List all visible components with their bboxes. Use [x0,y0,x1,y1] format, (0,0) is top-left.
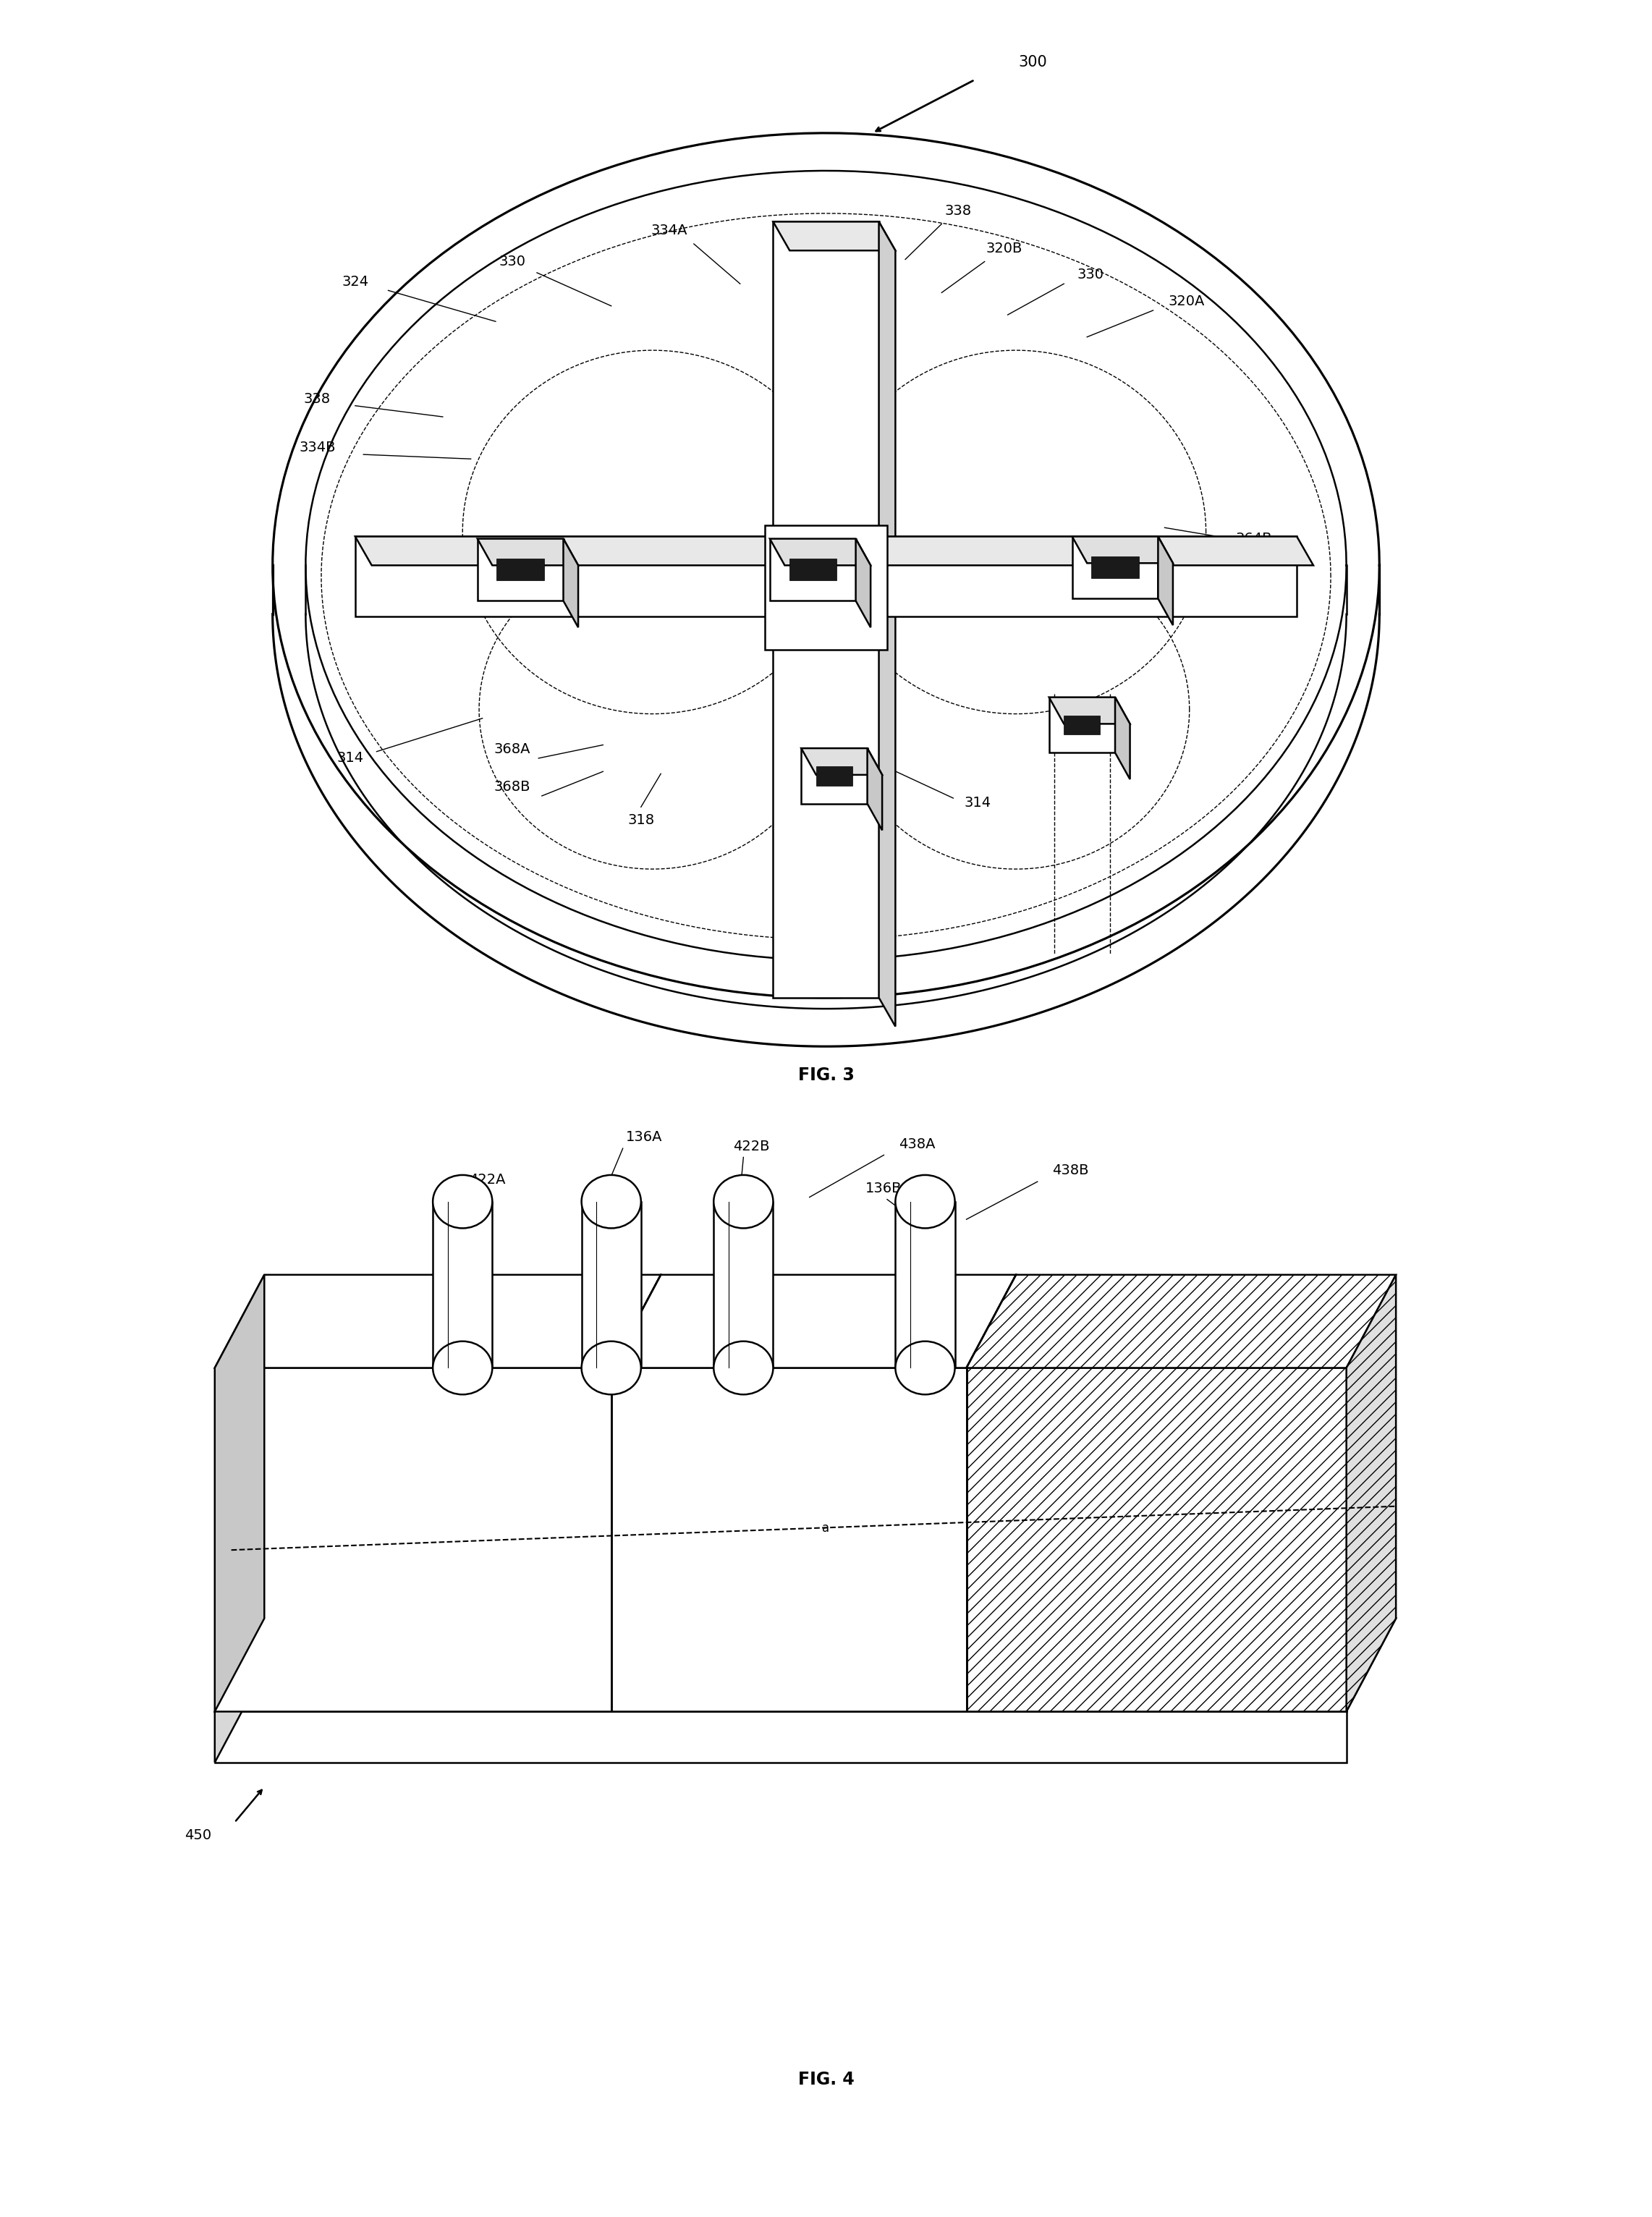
Text: 334B: 334B [299,441,335,454]
Polygon shape [816,767,852,785]
Polygon shape [1158,537,1173,625]
Text: 368A: 368A [494,743,530,756]
Text: 338: 338 [304,392,330,406]
Polygon shape [895,1202,955,1368]
Polygon shape [1115,696,1130,778]
Text: 364B: 364B [1236,532,1272,545]
Polygon shape [611,1368,966,1712]
Polygon shape [966,1275,1396,1368]
Ellipse shape [433,1175,492,1228]
Polygon shape [497,559,544,581]
Ellipse shape [433,1341,492,1394]
Polygon shape [215,1712,1346,1763]
Text: 314: 314 [337,752,363,765]
Polygon shape [1049,696,1115,752]
Polygon shape [215,1368,611,1712]
Polygon shape [770,539,871,565]
Polygon shape [1072,537,1173,563]
Text: B: B [1036,1552,1046,1565]
Polygon shape [773,222,879,998]
Text: a: a [823,1521,829,1534]
Polygon shape [215,1618,1396,1712]
Ellipse shape [714,1175,773,1228]
Text: 364A: 364A [1236,574,1272,588]
Polygon shape [966,1368,1346,1712]
Text: 422A: 422A [469,1173,506,1186]
Text: 410: 410 [1335,1346,1361,1359]
Text: 334A: 334A [651,224,687,237]
Polygon shape [563,539,578,627]
Text: 320A: 320A [1168,295,1204,308]
Text: 300: 300 [1018,55,1047,69]
Polygon shape [801,749,867,803]
Polygon shape [355,537,1313,565]
Polygon shape [770,539,856,601]
Polygon shape [801,749,882,776]
Text: 320B: 320B [986,242,1023,255]
Text: 422B: 422B [733,1140,770,1153]
Text: FIG. 4: FIG. 4 [798,2071,854,2088]
Polygon shape [790,559,836,581]
Polygon shape [611,1275,1016,1368]
Polygon shape [867,749,882,829]
Polygon shape [1072,537,1158,599]
Text: 330: 330 [1077,268,1104,282]
Text: FIG. 3: FIG. 3 [798,1066,854,1084]
Text: 324: 324 [342,275,368,288]
Text: 438A: 438A [899,1137,935,1151]
Ellipse shape [582,1175,641,1228]
Polygon shape [1064,716,1100,734]
Text: 318: 318 [628,814,654,827]
Polygon shape [477,539,578,565]
Ellipse shape [714,1341,773,1394]
Polygon shape [714,1202,773,1368]
Text: 450: 450 [185,1829,211,1842]
Text: 314: 314 [965,796,991,809]
Polygon shape [773,222,895,251]
Text: 120: 120 [264,1439,291,1452]
Polygon shape [215,1275,661,1368]
Text: 136A: 136A [626,1131,662,1144]
Polygon shape [879,222,895,1026]
Text: 136B: 136B [866,1182,902,1195]
Text: A: A [268,1583,278,1596]
Text: 438B: 438B [1052,1164,1089,1177]
Polygon shape [582,1202,641,1368]
Polygon shape [856,539,871,627]
Text: 330: 330 [499,255,525,268]
Polygon shape [215,1618,264,1763]
Polygon shape [433,1202,492,1368]
Text: 368B: 368B [494,780,530,794]
Polygon shape [765,525,887,650]
Polygon shape [477,539,563,601]
Polygon shape [1092,556,1138,579]
Ellipse shape [895,1341,955,1394]
Polygon shape [355,537,1297,616]
Polygon shape [1049,696,1130,723]
Ellipse shape [895,1175,955,1228]
Text: 338: 338 [945,204,971,217]
Polygon shape [215,1275,264,1712]
Ellipse shape [582,1341,641,1394]
Polygon shape [1346,1275,1396,1712]
